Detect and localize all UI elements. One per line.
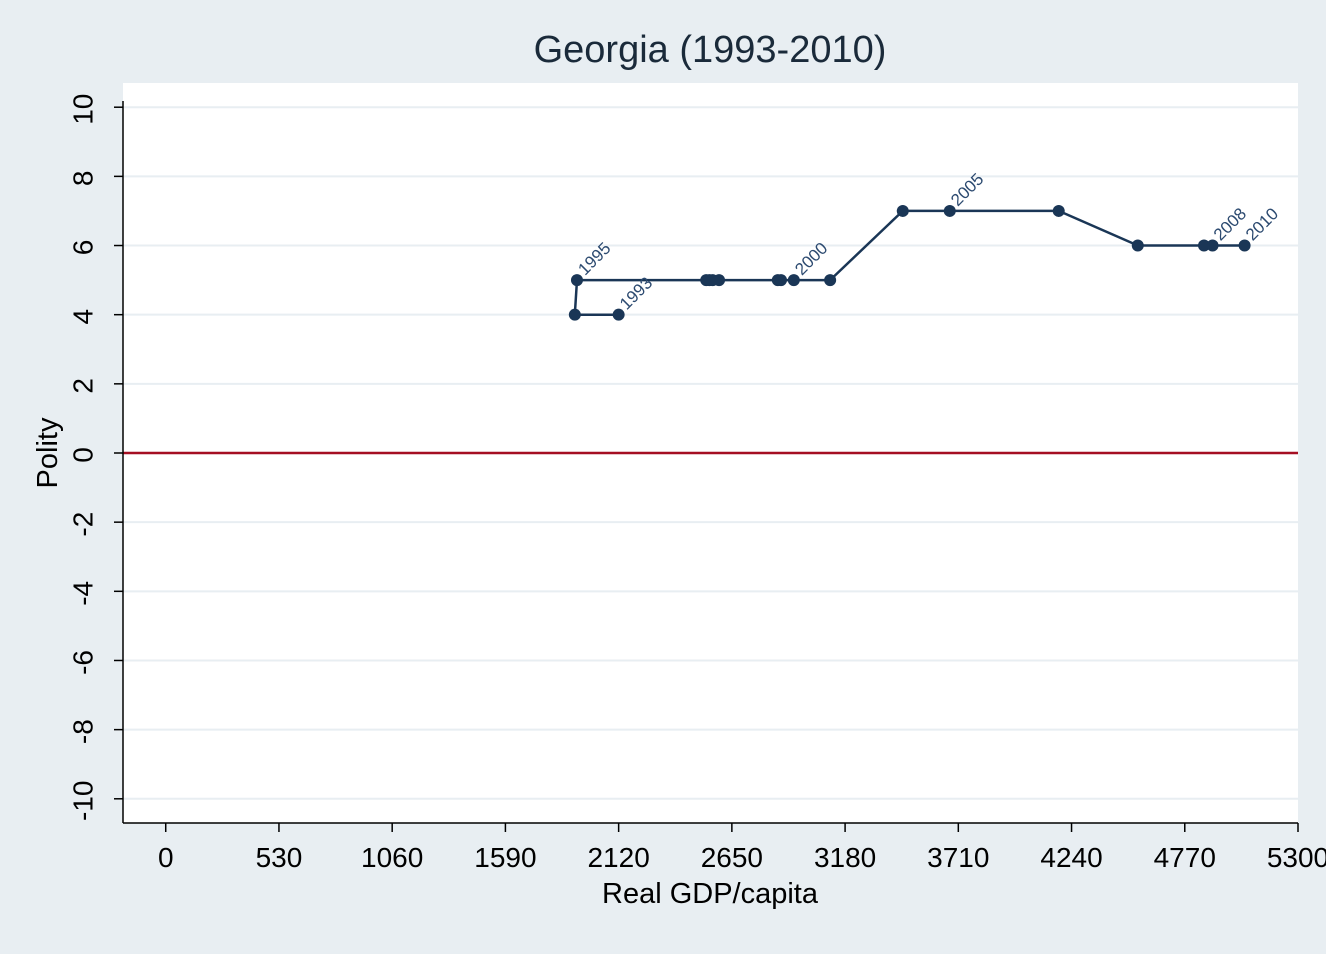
data-point — [824, 274, 837, 287]
y-tick-label: -8 — [67, 719, 98, 744]
y-tick-label: -6 — [67, 650, 98, 675]
y-tick-label: 10 — [67, 94, 98, 125]
y-tick-label: -2 — [67, 512, 98, 537]
x-tick-label: 1060 — [361, 842, 423, 873]
data-point — [612, 308, 625, 321]
y-tick-label: -10 — [67, 781, 98, 821]
x-tick-label: 0 — [158, 842, 174, 873]
y-tick-label: 8 — [67, 171, 98, 187]
y-tick-label: 6 — [67, 240, 98, 256]
data-point — [1198, 239, 1210, 252]
x-tick-label: 2650 — [701, 842, 763, 873]
chart-title: Georgia (1993-2010) — [534, 29, 887, 71]
y-axis-title: Polity — [32, 417, 64, 488]
data-point — [1238, 239, 1251, 252]
data-point — [713, 274, 726, 287]
x-tick-label: 3180 — [814, 842, 876, 873]
x-tick-label: 530 — [256, 842, 303, 873]
series-georgia — [568, 204, 1251, 321]
x-tick-label: 1590 — [474, 842, 536, 873]
data-point — [787, 274, 800, 287]
x-axis-title: Real GDP/capita — [602, 878, 819, 910]
x-tick-label: 4770 — [1154, 842, 1216, 873]
data-point — [568, 308, 581, 321]
x-tick-label: 4240 — [1040, 842, 1102, 873]
x-tick-label: 5300 — [1267, 842, 1326, 873]
data-point — [1131, 239, 1144, 252]
axes: 10 8 6 4 2 0 -2 -4 -6 -8 -10 0 530 1060 1590 2120 2650 31… — [67, 94, 1326, 873]
y-tick-label: 2 — [67, 378, 98, 394]
y-tick-label: -4 — [67, 581, 98, 606]
x-tick-label: 3710 — [927, 842, 989, 873]
data-point — [1052, 204, 1065, 217]
data-point — [1206, 239, 1219, 252]
grid-lines — [123, 106, 1298, 800]
data-point — [943, 204, 956, 217]
data-point — [570, 274, 583, 287]
data-point — [896, 204, 909, 217]
y-tick-label: 4 — [67, 309, 98, 325]
data-point — [775, 274, 787, 287]
series-line — [573, 209, 1245, 316]
x-tick-label: 2120 — [587, 842, 649, 873]
y-tick-label: 0 — [67, 447, 98, 463]
